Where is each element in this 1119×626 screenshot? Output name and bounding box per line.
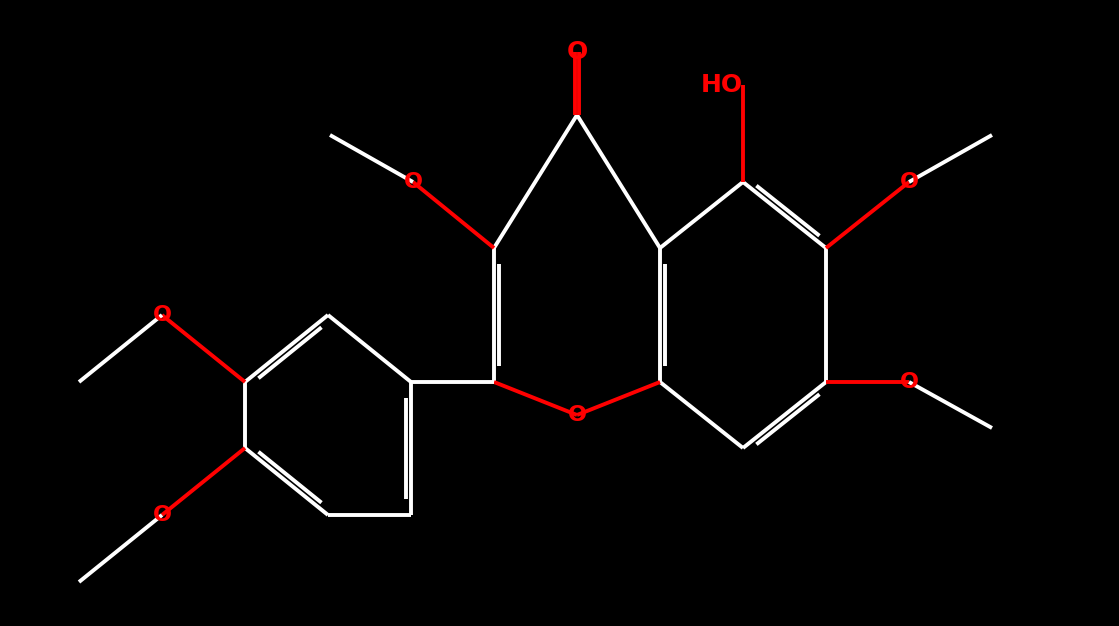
Text: O: O: [152, 305, 171, 325]
Text: O: O: [152, 505, 171, 525]
Text: O: O: [567, 405, 586, 425]
Text: HO: HO: [700, 73, 743, 97]
Text: O: O: [900, 372, 919, 392]
Text: O: O: [900, 172, 919, 192]
Text: O: O: [404, 172, 423, 192]
Text: O: O: [566, 40, 587, 64]
